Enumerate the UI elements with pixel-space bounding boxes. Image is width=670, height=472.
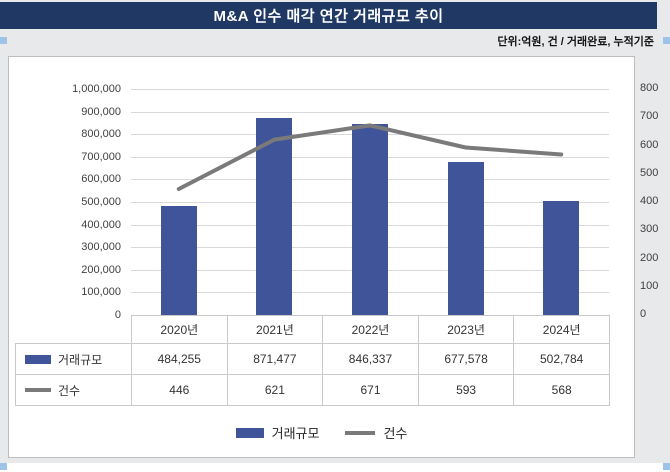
right-axis-label: 800 (640, 82, 659, 94)
line-series (176, 123, 564, 191)
left-axis-label: 1,000,000 (72, 83, 121, 95)
legend-item-line: 건수 (345, 423, 407, 442)
value-cell: 502,784 (513, 343, 610, 375)
year-header-cell: 2020년 (131, 315, 228, 344)
right-axis-label: 700 (640, 110, 659, 123)
table-line-swatch-icon (25, 388, 51, 392)
row-label: 건수 (58, 383, 81, 398)
value-cell: 871,477 (226, 343, 324, 375)
value-cell: 846,337 (322, 343, 419, 375)
right-axis-label: 400 (640, 195, 659, 207)
right-axis-label: 300 (640, 223, 659, 236)
bottom-strip (0, 463, 670, 472)
right-axis-label: 500 (640, 166, 659, 179)
right-axis-label: 600 (640, 138, 659, 151)
right-axis-label: 100 (640, 279, 659, 292)
value-cell: 593 (417, 374, 515, 406)
chart-title: M&A 인수 매각 연간 거래규모 추이 (213, 8, 444, 25)
selection-handle[interactable] (663, 463, 670, 470)
chart-legend: 거래규모 건수 (9, 423, 634, 442)
bar-2021년 (256, 118, 293, 315)
left-axis-label: 800,000 (81, 128, 121, 141)
left-axis-label: 0 (114, 309, 121, 321)
gridline (131, 111, 609, 113)
selection-handle[interactable] (0, 37, 7, 44)
row-label-cell: 건수 (15, 374, 132, 406)
right-axis-labels: 800 700 600 500 400 300 200 100 0 (640, 82, 670, 320)
chart-panel: 1,000,000 900,000 800,000 700,000 600,000 500… (8, 56, 635, 458)
left-axis-label: 600,000 (81, 173, 121, 186)
right-axis-label: 0 (640, 308, 647, 320)
legend-line-label: 건수 (383, 426, 408, 441)
legend-item-bar: 거래규모 (235, 423, 320, 442)
left-axis-label: 900,000 (81, 105, 121, 118)
bar-2022년 (352, 123, 388, 315)
left-axis-label: 400,000 (81, 218, 121, 231)
row-label-cell: 거래규모 (15, 343, 132, 375)
left-axis-label: 500,000 (81, 196, 121, 208)
right-axis-label: 200 (640, 251, 659, 264)
chart-title-band: M&A 인수 매각 연간 거래규모 추이 (0, 2, 657, 29)
left-axis-label: 200,000 (81, 263, 121, 276)
value-cell: 621 (226, 374, 324, 406)
value-cell: 671 (322, 374, 419, 406)
row-label: 거래규모 (58, 352, 103, 367)
legend-bar-swatch-icon (235, 427, 264, 438)
year-header-cell: 2021년 (226, 315, 324, 344)
left-axis-labels: 1,000,000 900,000 800,000 700,000 600,000 500… (9, 57, 121, 457)
year-header-cell: 2024년 (513, 315, 610, 344)
gridline (131, 89, 609, 90)
value-cell: 677,578 (417, 343, 515, 375)
left-axis-label: 700,000 (81, 150, 121, 163)
line-path (176, 123, 564, 191)
table-bar-swatch-icon (25, 354, 51, 364)
table-corner-cell (16, 316, 132, 344)
value-cell: 484,255 (131, 343, 228, 375)
unit-note: 단위:억원, 건 / 거래완료, 누적기준 (497, 36, 654, 48)
selection-handle[interactable] (0, 463, 7, 470)
year-header-cell: 2023년 (417, 315, 515, 344)
plot-area (131, 89, 609, 316)
bar-2023년 (447, 161, 484, 315)
year-header-cell: 2022년 (322, 315, 419, 344)
legend-line-swatch-icon (345, 430, 376, 435)
bar-2020년 (160, 205, 197, 315)
left-axis-label: 100,000 (81, 286, 121, 299)
legend-bar-label: 거래규모 (271, 426, 320, 441)
selection-handle[interactable] (663, 37, 670, 44)
value-cell: 446 (131, 374, 228, 406)
left-axis-label: 300,000 (81, 241, 121, 254)
bar-2024년 (543, 201, 580, 315)
value-cell: 568 (513, 374, 610, 406)
